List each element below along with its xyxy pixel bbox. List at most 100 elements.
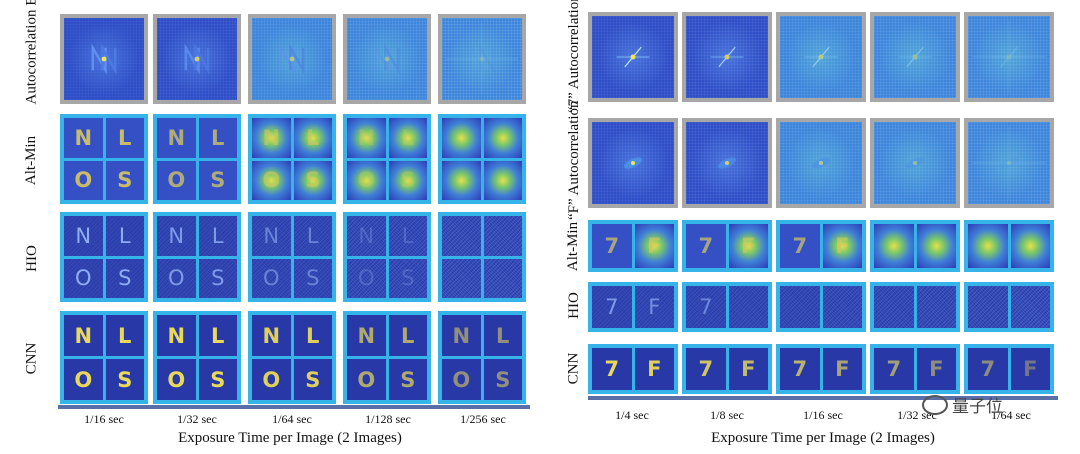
left-row-label-altmin: Alt-Min — [23, 135, 40, 185]
right-exposure-label: 1/64 sec — [991, 408, 1031, 422]
right-x-axis-title: Exposure Time per Image (2 Images) — [711, 430, 935, 446]
reconstructed-glyph: S — [210, 367, 226, 392]
reconstructed-glyph: S — [117, 168, 133, 193]
reconstruction-tile: S — [388, 359, 427, 400]
autocorrelation-7-image — [686, 16, 768, 98]
right-row-label-7-autocorrelation: “7” Autocorrelation — [565, 0, 582, 113]
reconstructed-glyph: 7 — [605, 295, 619, 319]
reconstructed-glyph: L — [401, 323, 415, 348]
hio-grid: 7 — [686, 286, 768, 328]
left-exposure-label: 1/256 sec — [460, 412, 506, 426]
reconstructed-glyph: N — [357, 323, 376, 348]
autocorrelation-f-image — [592, 122, 674, 204]
reconstructed-glyph: L — [401, 125, 415, 150]
hio-frame: N L O S — [248, 212, 336, 302]
reconstructed-glyph: N — [358, 223, 375, 248]
reconstructed-glyph: F — [647, 357, 662, 381]
autocorrelation-pattern — [446, 23, 518, 95]
reconstruction-tile: L — [105, 118, 144, 158]
reconstruction-tile: O — [347, 160, 386, 200]
reconstruction-tile: 7 — [780, 224, 820, 268]
reconstructed-glyph: 7 — [698, 357, 714, 381]
reconstruction-tile — [874, 286, 914, 328]
reconstruction-tile: F — [634, 348, 674, 390]
reconstructed-glyph: O — [262, 266, 280, 291]
reconstruction-tile: O — [347, 359, 386, 400]
reconstruction-tile — [483, 160, 522, 200]
reconstructed-glyph: N — [452, 323, 471, 348]
autocorrelation-pattern — [898, 46, 932, 68]
reconstruction-tile — [483, 258, 522, 298]
reconstructed-glyph: O — [357, 168, 376, 193]
right-exposure-label: 1/16 sec — [803, 408, 843, 422]
hio-grid: N L O S — [347, 216, 427, 298]
reconstruction-tile: O — [64, 258, 103, 298]
reconstruction-tile — [968, 224, 1008, 268]
reconstruction-tile: L — [483, 315, 522, 356]
watermark-text: 量子位 — [952, 397, 1003, 417]
reconstructed-glyph: F — [929, 357, 944, 381]
reconstruction-tile: L — [105, 216, 144, 256]
reconstructed-glyph: S — [118, 266, 132, 291]
reconstruction-tile: L — [293, 315, 332, 356]
reconstructed-glyph: O — [357, 367, 376, 392]
autocorrelation-7-image — [874, 16, 956, 98]
autocorrelation-f-frame — [682, 118, 772, 208]
reconstructed-glyph: F — [741, 234, 756, 258]
reconstruction-tile: L — [388, 315, 427, 356]
autocorrelation-pattern — [717, 157, 737, 169]
left-x-axis-title: Exposure Time per Image (2 Images) — [178, 430, 402, 446]
reconstruction-tile — [483, 118, 522, 158]
reconstructed-glyph: S — [210, 168, 226, 193]
reconstruction-tile — [1010, 286, 1050, 328]
reconstruction-tile: S — [483, 359, 522, 400]
reconstruction-tile: S — [388, 160, 427, 200]
reconstructed-glyph: F — [648, 295, 661, 319]
reconstructed-glyph: L — [306, 223, 319, 248]
left-exposure-label: 1/16 sec — [84, 412, 124, 426]
altmin-frame — [964, 220, 1054, 272]
reconstructed-glyph: F — [647, 234, 662, 258]
reconstructed-glyph: N — [74, 323, 93, 348]
hio-frame — [870, 282, 960, 332]
reconstructed-glyph: S — [305, 168, 321, 193]
reconstructed-glyph: L — [306, 125, 320, 150]
autocorrelation-7-image — [592, 16, 674, 98]
reconstructed-glyph: O — [262, 367, 281, 392]
autocorrelation-7-frame — [964, 12, 1054, 102]
reconstruction-tile — [822, 286, 862, 328]
reconstruction-tile: N — [347, 315, 386, 356]
reconstruction-tile — [442, 160, 481, 200]
reconstructed-glyph: 7 — [604, 357, 620, 381]
hio-frame: N L O S — [153, 212, 241, 302]
reconstruction-tile: S — [293, 359, 332, 400]
autocorrelation-frame — [438, 14, 526, 104]
reconstruction-tile: S — [105, 359, 144, 400]
reconstruction-tile: N — [64, 315, 103, 356]
autocorrelation-f-image — [874, 122, 956, 204]
reconstruction-tile: F — [728, 348, 768, 390]
reconstruction-tile: 7 — [968, 348, 1008, 390]
autocorrelation-f-frame — [964, 118, 1054, 208]
autocorrelation-pattern — [804, 46, 838, 68]
reconstructed-glyph: O — [452, 367, 471, 392]
reconstruction-tile: 7 — [874, 348, 914, 390]
reconstructed-glyph: L — [118, 125, 132, 150]
reconstruction-tile — [442, 216, 481, 256]
autocorrelation-7-frame — [682, 12, 772, 102]
reconstruction-tile: S — [105, 160, 144, 200]
hio-grid — [442, 216, 522, 298]
left-exposure-label: 1/128 sec — [365, 412, 411, 426]
autocorrelation-f-image — [968, 122, 1050, 204]
reconstructed-glyph: O — [74, 266, 92, 291]
